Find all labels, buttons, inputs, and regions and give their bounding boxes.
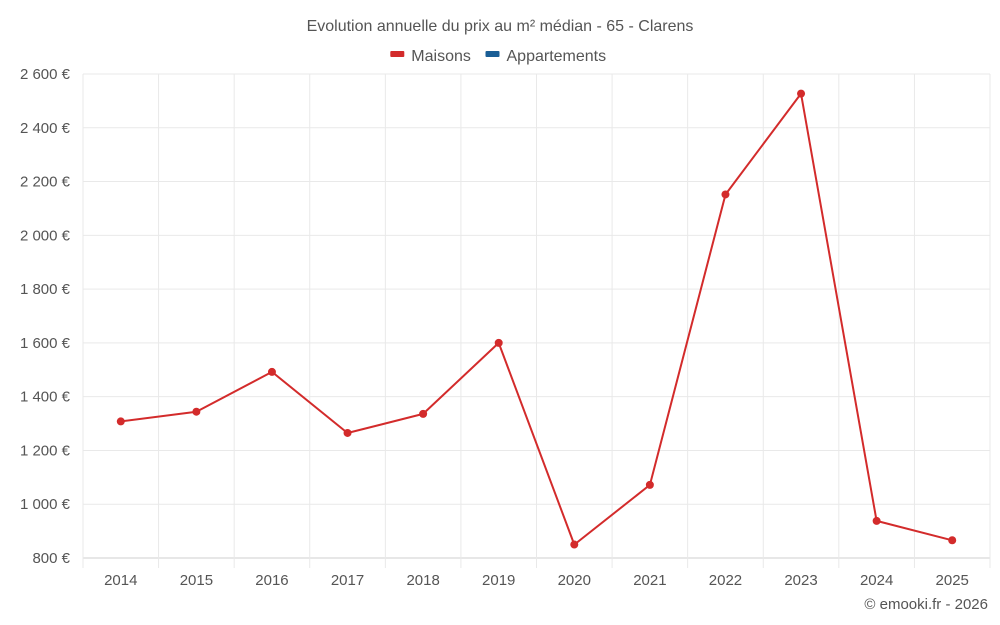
chart-title: Evolution annuelle du prix au m² médian … (307, 18, 694, 35)
legend: Maisons Appartements (390, 48, 606, 65)
y-tick-label: 1 600 € (20, 335, 71, 352)
x-tick-label: 2016 (255, 572, 288, 589)
y-tick-label: 2 600 € (20, 66, 71, 83)
y-tick-label: 1 800 € (20, 281, 71, 298)
y-axis: 800 € 1 000 € 1 200 € 1 400 € 1 600 € 1 800 €… (20, 66, 71, 567)
y-tick-label: 1 200 € (20, 442, 71, 459)
y-tick-label: 2 200 € (20, 174, 71, 191)
x-tick-label: 2014 (104, 572, 137, 589)
x-tick-label: 2023 (784, 572, 817, 589)
x-tick-label: 2022 (709, 572, 742, 589)
legend-swatch (390, 51, 405, 57)
data-point[interactable] (721, 190, 730, 199)
y-tick-label: 800 € (32, 550, 70, 567)
series-group (116, 89, 957, 549)
y-tick-label: 2 400 € (20, 120, 71, 137)
credit-text: © emooki.fr - 2026 (864, 596, 988, 613)
legend-item-maisons[interactable]: Maisons (390, 48, 471, 65)
x-axis: 2014 2015 2016 2017 2018 2019 2020 2021 2022 2023… (104, 572, 969, 589)
grid (82, 73, 991, 568)
data-point[interactable] (116, 417, 125, 426)
legend-item-appartements[interactable]: Appartements (485, 48, 607, 65)
legend-label: Appartements (507, 48, 607, 65)
x-tick-label: 2015 (180, 572, 213, 589)
x-tick-label: 2025 (936, 572, 969, 589)
x-tick-label: 2019 (482, 572, 515, 589)
legend-swatch (485, 51, 500, 57)
x-tick-label: 2018 (406, 572, 439, 589)
data-point[interactable] (948, 536, 957, 545)
x-tick-label: 2024 (860, 572, 893, 589)
data-point[interactable] (797, 89, 806, 98)
data-point[interactable] (192, 407, 201, 416)
y-tick-label: 2 000 € (20, 227, 71, 244)
data-point[interactable] (419, 409, 428, 418)
x-tick-label: 2021 (633, 572, 666, 589)
data-point[interactable] (343, 428, 352, 437)
x-tick-label: 2017 (331, 572, 364, 589)
series-line-maisons (120, 92, 953, 546)
y-tick-label: 1 000 € (20, 496, 71, 513)
legend-label: Maisons (411, 48, 471, 65)
x-tick-label: 2020 (558, 572, 591, 589)
data-point[interactable] (570, 540, 579, 549)
y-tick-label: 1 400 € (20, 389, 71, 406)
data-point[interactable] (267, 367, 276, 376)
data-point[interactable] (872, 516, 881, 525)
data-point[interactable] (494, 338, 503, 347)
data-point[interactable] (645, 480, 654, 489)
